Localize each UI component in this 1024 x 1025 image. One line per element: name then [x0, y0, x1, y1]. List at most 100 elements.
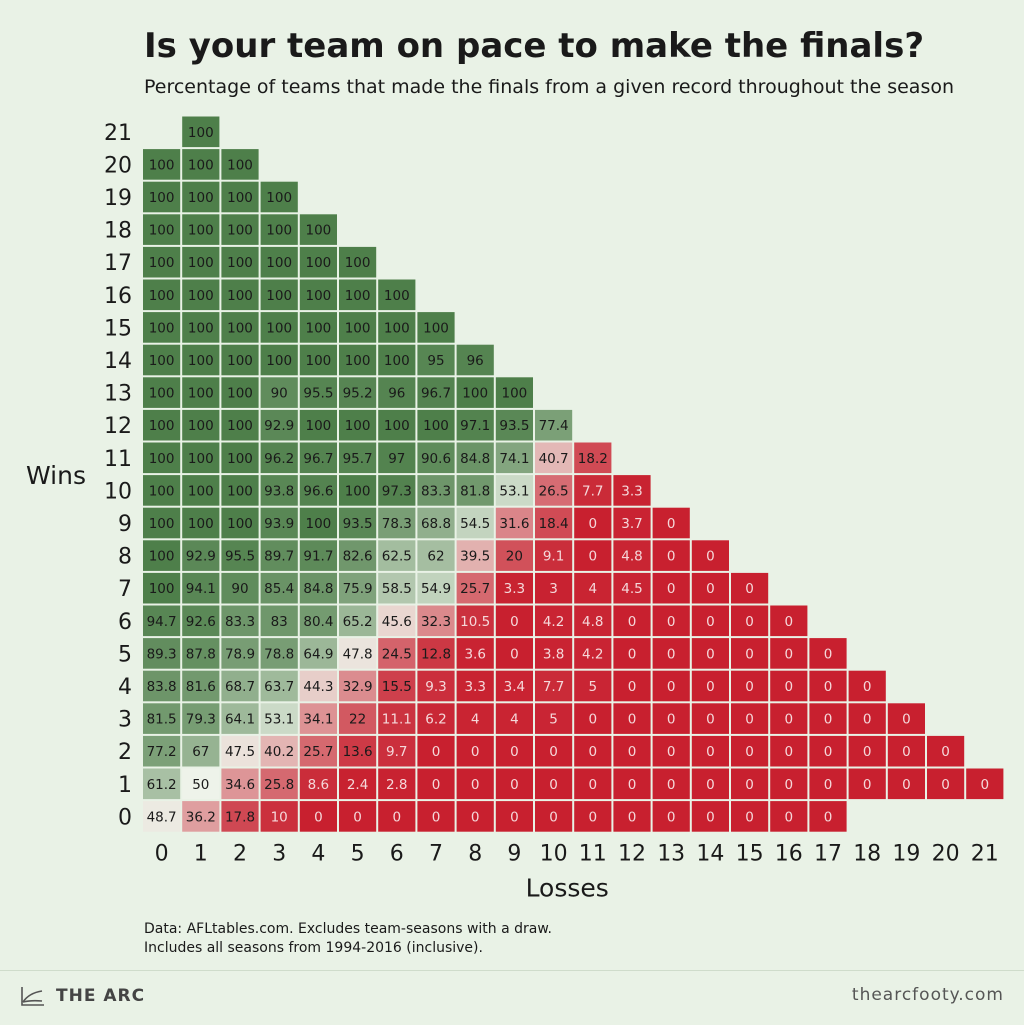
site-link[interactable]: thearcfooty.com: [851, 985, 1004, 1005]
cell-value-label: 0: [589, 516, 598, 532]
heatmap-cell: [495, 605, 533, 637]
heatmap-cell: [770, 703, 808, 734]
cell-value-label: 3.8: [543, 646, 564, 662]
heatmap-cell: [182, 377, 220, 408]
cell-value-label: 2.8: [386, 777, 407, 793]
cell-value-label: 100: [149, 223, 175, 239]
cell-value-label: 78.3: [382, 516, 412, 532]
heatmap-cell: [299, 246, 337, 278]
heatmap-cell: [182, 312, 220, 343]
cell-value-label: 0: [981, 777, 990, 793]
cell-value-label: 0: [902, 744, 911, 760]
heatmap-cell: [182, 572, 220, 604]
cell-value-label: 100: [266, 320, 292, 336]
cell-value-label: 100: [149, 549, 175, 565]
heatmap-cell: [378, 279, 416, 311]
heatmap-cell: [143, 638, 181, 669]
heatmap-cell: [652, 540, 690, 571]
heatmap-cell: [652, 768, 690, 800]
cell-value-label: 100: [188, 320, 214, 336]
cell-value-label: 78.9: [225, 646, 255, 662]
cell-value-label: 100: [188, 255, 214, 271]
footer: THE ARC thearcfooty.com: [0, 970, 1024, 1025]
x-tick-label: 17: [814, 842, 842, 867]
heatmap-cell: [613, 768, 651, 800]
cell-value-label: 92.9: [264, 418, 294, 434]
cell-value-label: 47.8: [343, 646, 373, 662]
cell-value-label: 0: [706, 679, 715, 695]
cell-value-label: 9.1: [543, 549, 564, 565]
heatmap-cell: [652, 735, 690, 767]
heatmap-cell: [182, 638, 220, 669]
heatmap-cell: [221, 246, 259, 278]
x-tick-label: 9: [507, 842, 521, 867]
cell-value-label: 31.6: [499, 516, 529, 532]
cell-value-label: 100: [306, 516, 332, 532]
cell-value-label: 100: [502, 386, 528, 402]
y-tick-label: 7: [118, 577, 132, 602]
heatmap-chart: 48.7 36.2 17.8 10 0 0 0 0 0 0 0 0 0 0 0 0 0 061.2 50 34.6 25…: [26, 116, 1004, 903]
cell-value-label: 0: [745, 581, 754, 597]
cell-value-label: 100: [149, 483, 175, 499]
cell-value-label: 100: [227, 483, 253, 499]
cell-value-label: 61.2: [147, 777, 177, 793]
cell-value-label: 100: [188, 451, 214, 467]
heatmap-cell: [652, 670, 690, 702]
heatmap-cell: [221, 344, 259, 376]
cell-value-label: 100: [306, 223, 332, 239]
cell-value-label: 2.4: [347, 777, 368, 793]
cell-value-label: 0: [471, 777, 480, 793]
cell-value-label: 0: [745, 744, 754, 760]
heatmap-cell: [456, 475, 494, 506]
cell-value-label: 0: [941, 744, 950, 760]
heatmap-cell: [691, 670, 729, 702]
cell-value-label: 100: [227, 320, 253, 336]
cell-value-label: 100: [188, 125, 214, 141]
heatmap-cell: [456, 572, 494, 604]
cell-value-label: 89.3: [147, 646, 177, 662]
cell-value-label: 3.4: [504, 679, 525, 695]
heatmap-cell: [299, 768, 337, 800]
heatmap-cell: [770, 735, 808, 767]
cell-value-label: 0: [589, 777, 598, 793]
heatmap-cell: [339, 507, 377, 539]
x-tick-label: 3: [272, 842, 286, 867]
cell-value-label: 0: [824, 712, 833, 728]
cell-value-label: 10.5: [460, 614, 490, 630]
heatmap-cell: [456, 507, 494, 539]
y-tick-label: 18: [104, 219, 132, 244]
y-tick-label: 5: [118, 642, 132, 667]
x-tick-label: 18: [853, 842, 881, 867]
heatmap-cell: [378, 344, 416, 376]
cell-value-label: 90: [271, 386, 288, 402]
heatmap-cell: [731, 605, 769, 637]
cell-value-label: 100: [266, 223, 292, 239]
brand-name: THE ARC: [56, 986, 146, 1006]
heatmap-cell: [887, 703, 925, 734]
cell-value-label: 40.7: [539, 451, 569, 467]
chart-line-icon: [21, 987, 44, 1006]
heatmap-cell: [143, 801, 181, 832]
heatmap-cell: [260, 344, 298, 376]
cell-value-label: 0: [628, 809, 637, 825]
cell-value-label: 96.6: [303, 483, 333, 499]
heatmap-cell: [182, 116, 220, 148]
heatmap-cell: [574, 442, 612, 474]
cell-value-label: 0: [706, 549, 715, 565]
cell-value-label: 83.3: [225, 614, 255, 630]
heatmap-cell: [221, 475, 259, 506]
cell-value-label: 100: [306, 353, 332, 369]
cell-value-label: 97.3: [382, 483, 412, 499]
cell-value-label: 0: [706, 614, 715, 630]
cell-value-label: 100: [345, 288, 371, 304]
cell-value-label: 100: [188, 386, 214, 402]
brand[interactable]: THE ARC: [20, 985, 145, 1007]
heatmap-cell: [182, 344, 220, 376]
cell-value-label: 58.5: [382, 581, 412, 597]
heatmap-cell: [143, 703, 181, 734]
heatmap-cell: [417, 540, 455, 571]
cell-value-label: 96: [467, 353, 484, 369]
cell-value-label: 97.1: [460, 418, 490, 434]
heatmap-cell: [299, 442, 337, 474]
heatmap-cell: [182, 214, 220, 245]
